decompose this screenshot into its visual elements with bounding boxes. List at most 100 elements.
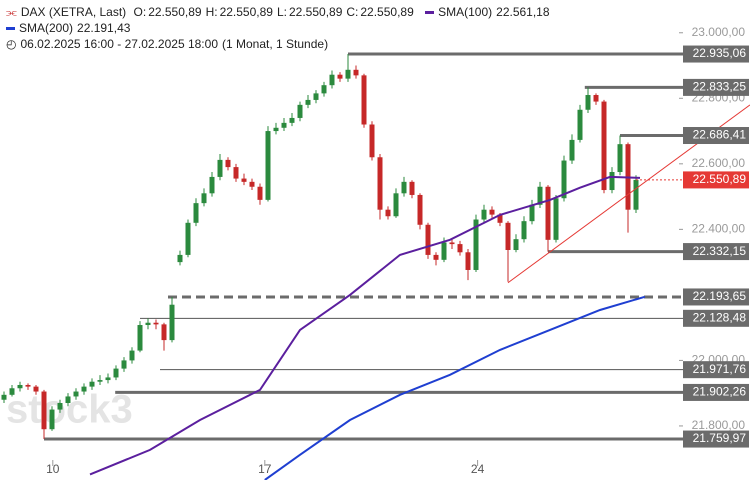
candle-body bbox=[361, 75, 367, 125]
clock-icon: ◴ bbox=[6, 37, 17, 51]
candle-body bbox=[337, 74, 343, 79]
candle-body bbox=[233, 167, 239, 179]
candle-body bbox=[489, 209, 495, 215]
header-line: SMA(200) 22.191,43 bbox=[6, 20, 554, 36]
x-tick-label: 10 bbox=[46, 462, 60, 476]
candle-body bbox=[89, 381, 95, 387]
level-label-box bbox=[683, 430, 749, 448]
candle-body bbox=[297, 104, 303, 118]
candle-body bbox=[401, 181, 407, 194]
candle-body bbox=[225, 159, 231, 168]
candle-body bbox=[529, 204, 535, 222]
level-label: 21.759,97 bbox=[693, 431, 747, 445]
level-label-box bbox=[683, 127, 749, 145]
level-label: 22.128,48 bbox=[693, 310, 747, 324]
ohlc-value: 22.550,89 bbox=[288, 5, 343, 19]
candle-body bbox=[137, 325, 143, 351]
candle-body bbox=[465, 252, 471, 270]
legend-value: 22.191,43 bbox=[77, 21, 131, 35]
candle-body bbox=[41, 391, 47, 430]
legend-value: 22.561,18 bbox=[496, 5, 550, 19]
candle-body bbox=[545, 186, 551, 240]
level-label: 21.971,76 bbox=[693, 362, 747, 376]
candle-body bbox=[313, 93, 319, 100]
candle-body bbox=[449, 242, 455, 245]
candle-body bbox=[609, 172, 615, 191]
candle-body bbox=[281, 122, 287, 128]
legend-swatch bbox=[6, 27, 15, 31]
candle-body bbox=[65, 396, 71, 404]
candle-body bbox=[481, 209, 487, 220]
candle-body bbox=[377, 157, 383, 210]
candle-body bbox=[505, 222, 511, 250]
current-price-label: 22.550,89 bbox=[693, 172, 747, 186]
candle-body bbox=[73, 391, 79, 397]
candle-body bbox=[353, 69, 359, 76]
header-line: ⫘ DAX (XETRA, Last) O: 22.550,89 H: 22.550,8… bbox=[6, 4, 554, 20]
legend-name: SMA(100) bbox=[438, 5, 493, 19]
level-label-box bbox=[683, 361, 749, 379]
candle-body bbox=[169, 304, 175, 341]
ohlc-key: L: bbox=[276, 5, 287, 19]
icon: ⫘ bbox=[6, 5, 17, 19]
candle-body bbox=[17, 384, 23, 389]
y-tick-label: 22.600,00 bbox=[692, 156, 746, 170]
candle-body bbox=[273, 127, 279, 132]
candle-body bbox=[409, 181, 415, 195]
ohlc-value: 22.550,89 bbox=[148, 5, 202, 19]
candle-body bbox=[553, 198, 559, 240]
level-label: 22.833,25 bbox=[693, 80, 747, 94]
candle-body bbox=[385, 209, 391, 217]
legend-name: SMA(200) bbox=[19, 21, 74, 35]
level-label: 21.902,26 bbox=[693, 385, 747, 399]
candle-body bbox=[241, 178, 247, 182]
level-label-box bbox=[683, 243, 749, 261]
candle-body bbox=[81, 386, 87, 392]
candle-body bbox=[585, 95, 591, 110]
ohlc-value: 22.550,89 bbox=[219, 5, 273, 19]
candle-body bbox=[577, 109, 583, 140]
ohlc-key: O: bbox=[133, 5, 147, 19]
current-price-box bbox=[683, 171, 749, 189]
candle-body bbox=[217, 159, 223, 177]
candle-body bbox=[593, 95, 599, 102]
candle-body bbox=[177, 254, 183, 263]
candle-body bbox=[433, 254, 439, 260]
level-label: 22.935,06 bbox=[693, 46, 747, 60]
x-tick-label: 24 bbox=[471, 462, 485, 476]
candle-body bbox=[289, 117, 295, 123]
y-tick-label: 23.000,00 bbox=[692, 25, 746, 39]
legend-swatch bbox=[425, 11, 435, 15]
candle-body bbox=[121, 360, 127, 369]
candle-body bbox=[153, 322, 159, 325]
candle-body bbox=[9, 388, 15, 395]
watermark: stock3 bbox=[6, 388, 133, 432]
ohlc-fields: O: 22.550,89 H: 22.550,89 L: 22.550,89 C: 22.55… bbox=[134, 5, 418, 19]
candle-body bbox=[145, 322, 151, 326]
candle-body bbox=[185, 222, 191, 255]
candle-body bbox=[561, 160, 567, 199]
candle-body bbox=[57, 403, 63, 410]
candle-body bbox=[441, 242, 447, 260]
level-label: 22.193,65 bbox=[693, 289, 747, 303]
ohlc-key: C: bbox=[346, 5, 359, 19]
candle-body bbox=[569, 139, 575, 161]
ohlc-value: 22.550,89 bbox=[360, 5, 414, 19]
ohlc-key: H: bbox=[205, 5, 218, 19]
candle-body bbox=[601, 101, 607, 191]
candle-body bbox=[305, 99, 311, 105]
y-tick-label: 21.800,00 bbox=[692, 418, 746, 432]
candle-body bbox=[321, 85, 327, 94]
candle-body bbox=[49, 409, 55, 430]
level-label: 22.332,15 bbox=[693, 244, 747, 258]
candle-body bbox=[193, 203, 199, 223]
y-tick-label: 22.400,00 bbox=[692, 222, 746, 236]
candle-body bbox=[329, 74, 335, 86]
candle-body bbox=[521, 221, 527, 240]
candle-body bbox=[1, 394, 7, 400]
candle-body bbox=[209, 176, 215, 194]
candle-body bbox=[369, 124, 375, 158]
x-tick-label: 17 bbox=[258, 462, 272, 476]
candle-body bbox=[249, 181, 255, 187]
